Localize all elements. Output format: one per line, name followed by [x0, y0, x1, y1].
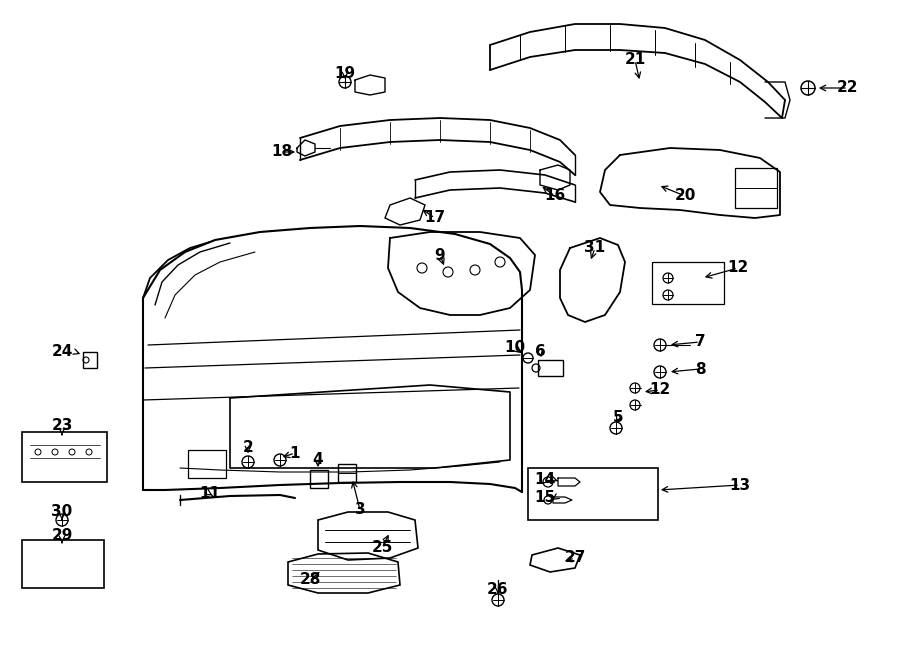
Text: 31: 31	[584, 241, 606, 256]
Text: 6: 6	[535, 344, 545, 360]
Text: 7: 7	[695, 334, 706, 350]
Bar	[652, 262, 724, 304]
Text: 2: 2	[243, 440, 254, 455]
Text: 14: 14	[535, 473, 555, 488]
Bar	[735, 168, 777, 208]
Text: 4: 4	[312, 453, 323, 467]
Text: 22: 22	[837, 81, 859, 95]
Text: 17: 17	[425, 210, 446, 225]
Text: 16: 16	[544, 188, 565, 204]
Text: 13: 13	[729, 477, 751, 492]
Bar	[538, 360, 563, 376]
Text: 19: 19	[335, 65, 356, 81]
Text: 11: 11	[200, 486, 220, 502]
Bar	[310, 470, 328, 488]
Text: 20: 20	[674, 188, 696, 204]
Text: 21: 21	[625, 52, 645, 67]
Bar	[338, 464, 356, 482]
Bar	[22, 432, 107, 482]
Bar	[528, 468, 658, 520]
Text: 18: 18	[272, 145, 292, 159]
Bar	[188, 450, 226, 478]
Bar	[83, 352, 97, 368]
Text: 26: 26	[487, 582, 508, 598]
Bar	[22, 540, 104, 588]
Text: 28: 28	[300, 572, 320, 588]
Text: 30: 30	[51, 504, 73, 520]
Text: 25: 25	[372, 541, 392, 555]
Text: 12: 12	[727, 260, 749, 276]
Text: 27: 27	[564, 551, 586, 566]
Text: 10: 10	[504, 340, 526, 356]
Text: 5: 5	[613, 410, 624, 426]
Text: 3: 3	[355, 502, 365, 518]
Text: 29: 29	[51, 527, 73, 543]
Text: 23: 23	[51, 418, 73, 432]
Text: 8: 8	[695, 362, 706, 377]
Text: 12: 12	[650, 383, 670, 397]
Text: 15: 15	[535, 490, 555, 506]
Text: 24: 24	[51, 344, 73, 360]
Text: 9: 9	[435, 247, 446, 262]
Text: 1: 1	[290, 446, 301, 461]
